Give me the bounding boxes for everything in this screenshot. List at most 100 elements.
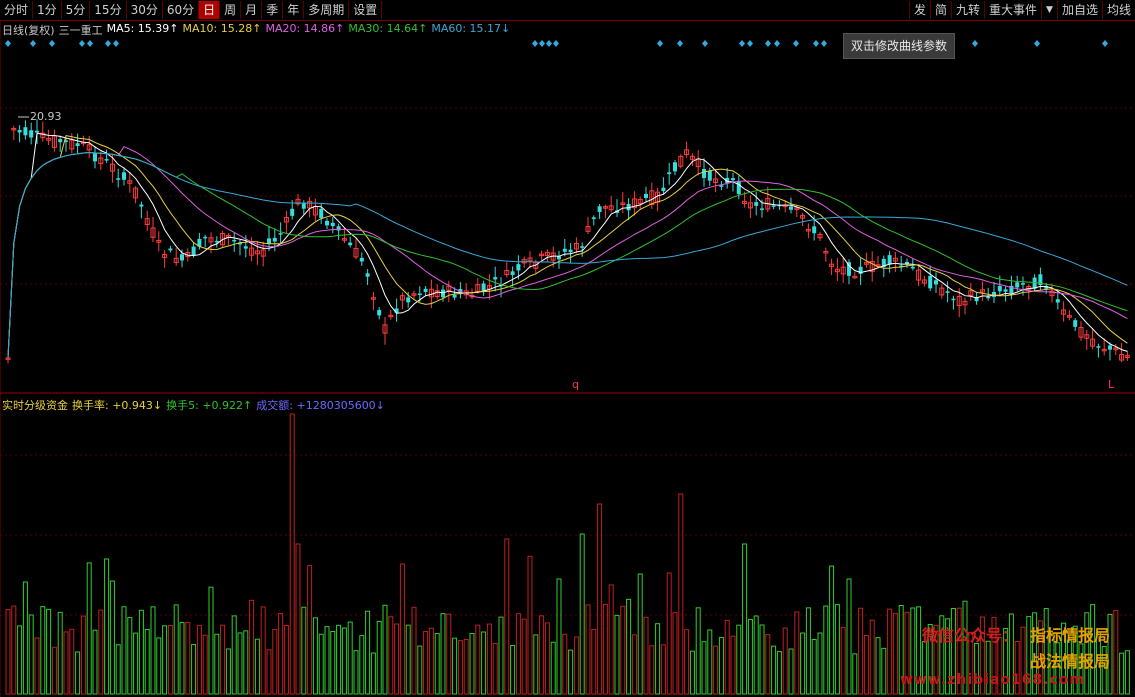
candle-body bbox=[180, 254, 184, 261]
candle-body bbox=[945, 291, 950, 293]
period-tab-5[interactable]: 60分 bbox=[163, 1, 200, 19]
volume-bar bbox=[167, 625, 173, 695]
volume-bar bbox=[759, 624, 765, 695]
volume-bar bbox=[979, 616, 985, 695]
volume-bar bbox=[272, 628, 278, 695]
candle-body bbox=[527, 257, 533, 262]
volume-bar bbox=[452, 637, 458, 695]
candle-body bbox=[133, 187, 139, 199]
volume-bar bbox=[162, 625, 168, 695]
volume-bar bbox=[1078, 643, 1084, 695]
candle-body bbox=[1090, 338, 1096, 347]
toolbar-right-5[interactable]: 均线 bbox=[1101, 1, 1135, 19]
candle-body bbox=[899, 265, 904, 268]
volume-bar bbox=[649, 645, 655, 695]
volume-bar bbox=[718, 637, 724, 695]
candle-body bbox=[1101, 348, 1107, 352]
candle-body bbox=[742, 200, 748, 205]
volume-bar bbox=[249, 599, 255, 695]
period-tab-4[interactable]: 30分 bbox=[127, 1, 163, 19]
volume-bar bbox=[765, 634, 771, 695]
candle-body bbox=[1084, 334, 1090, 339]
volume-bar bbox=[1124, 650, 1130, 695]
candle-body bbox=[951, 298, 956, 301]
amount-value: 成交额: +1280305600↓ bbox=[256, 399, 385, 412]
sub-indicator-name[interactable]: 实时分级资金 bbox=[2, 399, 68, 412]
volume-bar bbox=[1037, 620, 1043, 695]
candle-body bbox=[620, 202, 626, 205]
period-tab-9[interactable]: 季 bbox=[262, 1, 284, 19]
period-tab-12[interactable]: 设置 bbox=[349, 1, 383, 19]
volume-bar bbox=[631, 634, 637, 695]
period-tab-1[interactable]: 1分 bbox=[33, 1, 62, 19]
volume-bar bbox=[916, 606, 922, 695]
volume-bar bbox=[585, 604, 591, 695]
period-tab-3[interactable]: 15分 bbox=[90, 1, 127, 19]
chart-period-label: 日线(复权) bbox=[2, 24, 55, 37]
candle-body bbox=[544, 251, 550, 256]
volume-bar bbox=[289, 413, 295, 695]
toolbar-right-2[interactable]: 九转 bbox=[951, 1, 984, 19]
watermark-wechat: 微信公众号： bbox=[922, 626, 1019, 645]
volume-bar bbox=[498, 616, 504, 695]
period-tab-0[interactable]: 分时 bbox=[0, 1, 34, 19]
candle-body bbox=[417, 293, 422, 296]
volume-bar bbox=[11, 605, 17, 695]
volume-bar bbox=[956, 607, 962, 695]
candle-body bbox=[580, 246, 585, 248]
volume-bar bbox=[1066, 639, 1072, 695]
volume-bar bbox=[1014, 641, 1020, 695]
toolbar-right-1[interactable]: 简 bbox=[930, 1, 951, 19]
candle-body bbox=[139, 204, 144, 207]
candle-body bbox=[75, 143, 80, 147]
volume-bar bbox=[846, 578, 852, 695]
volume-bar bbox=[22, 581, 28, 695]
volume-bar bbox=[417, 645, 423, 695]
volume-bar bbox=[811, 639, 817, 695]
volume-bar bbox=[1061, 622, 1067, 695]
period-tab-2[interactable]: 5分 bbox=[62, 1, 91, 19]
volume-bar bbox=[602, 603, 608, 695]
volume-bar bbox=[521, 618, 527, 695]
period-tab-8[interactable]: 月 bbox=[241, 1, 263, 19]
volume-bar bbox=[220, 624, 226, 695]
candle-body bbox=[1096, 346, 1101, 348]
period-tab-10[interactable]: 年 bbox=[283, 1, 305, 19]
period-tab-6[interactable]: 日 bbox=[199, 1, 221, 19]
ma10-value: MA10: 15.28↑ bbox=[182, 22, 262, 35]
candle-body bbox=[731, 178, 735, 181]
period-tab-7[interactable]: 周 bbox=[220, 1, 242, 19]
volume-bar bbox=[1043, 608, 1049, 695]
candle-body bbox=[197, 238, 202, 247]
volume-bar bbox=[1049, 634, 1055, 695]
candle-body bbox=[1113, 347, 1119, 351]
toolbar-right-3[interactable]: 重大事件 bbox=[984, 1, 1041, 19]
volume-bar bbox=[5, 609, 11, 695]
candle-body bbox=[921, 279, 927, 284]
watermark-brand1: 指标情报局 bbox=[1030, 626, 1111, 645]
candle-body bbox=[840, 266, 846, 275]
candle-body bbox=[689, 155, 695, 160]
volume-bar bbox=[115, 644, 121, 695]
candle-body bbox=[441, 289, 445, 298]
volume-bar bbox=[742, 543, 748, 695]
events-dropdown-icon[interactable]: ▼ bbox=[1041, 1, 1057, 19]
ma20-line bbox=[7, 145, 1128, 358]
high-price-label: 20.93 bbox=[30, 110, 62, 123]
volume-bar bbox=[150, 606, 156, 695]
volume-bar bbox=[46, 608, 52, 695]
toolbar-right-4[interactable]: 加自选 bbox=[1056, 1, 1102, 19]
volume-bar bbox=[481, 631, 487, 695]
candle-body bbox=[892, 257, 898, 262]
toolbar-right-0[interactable]: 发 bbox=[908, 1, 930, 19]
volume-bar bbox=[562, 633, 568, 695]
candle-body bbox=[481, 283, 486, 291]
candle-body bbox=[736, 180, 741, 195]
ma10-line bbox=[7, 135, 1128, 358]
volume-bar bbox=[556, 578, 562, 695]
candle-body bbox=[516, 264, 521, 271]
candle-body bbox=[35, 130, 39, 133]
period-tab-11[interactable]: 多周期 bbox=[304, 1, 350, 19]
candle-body bbox=[852, 275, 858, 279]
